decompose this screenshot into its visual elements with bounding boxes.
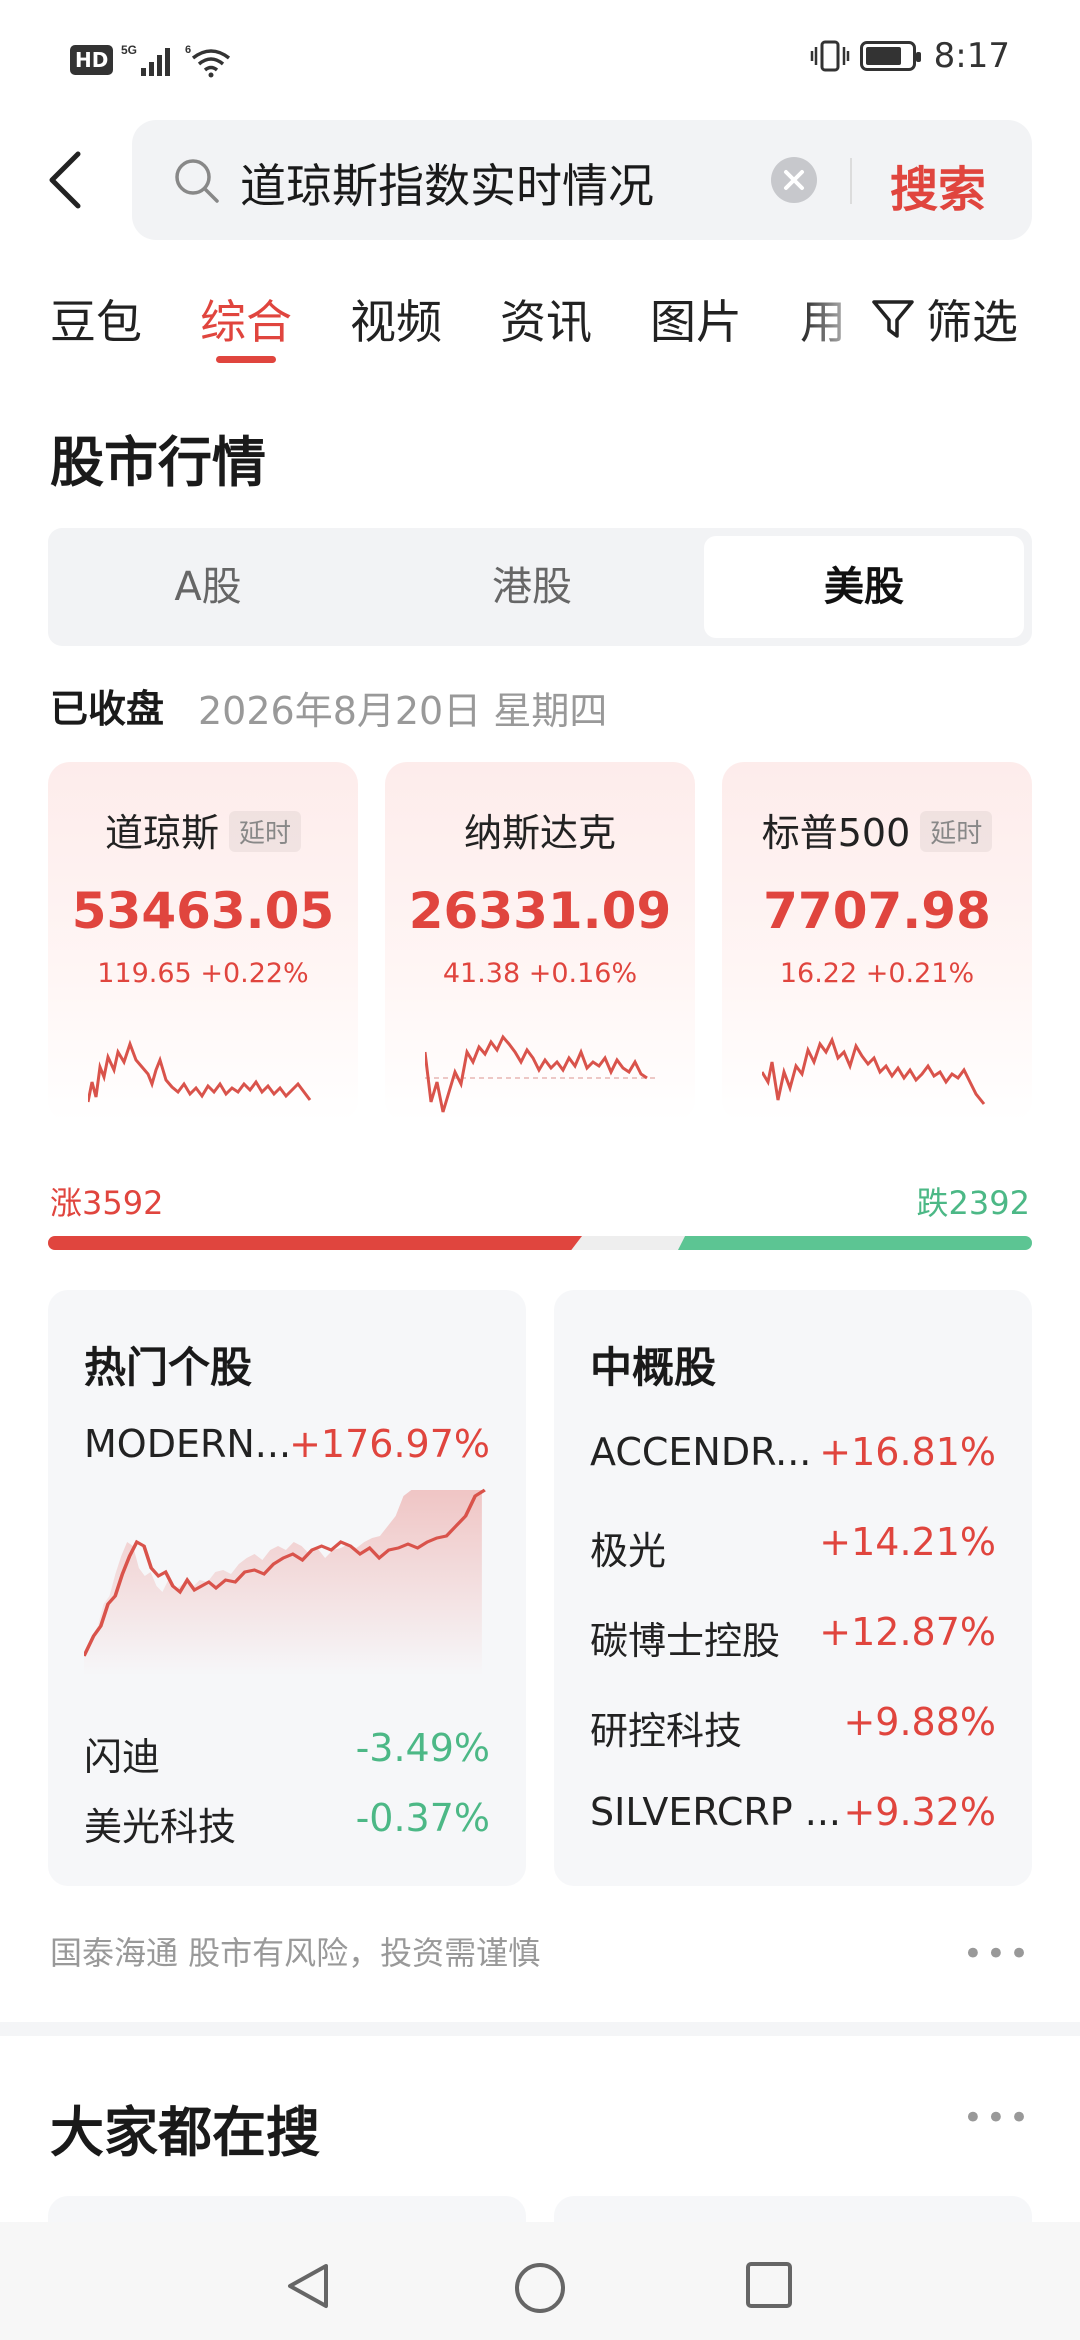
filter-button[interactable]: 筛选 (870, 286, 1018, 352)
stock-name: SILVERCRP ... (590, 1790, 842, 1834)
clear-icon[interactable] (770, 156, 818, 204)
stock-change: +9.88% (843, 1700, 996, 1744)
status-right: 8:17 (810, 36, 1010, 76)
stock-name: 碳博士控股 (590, 1619, 781, 1663)
stock-name: 研控科技 (590, 1709, 743, 1753)
status-left: HD 5G 6 (70, 42, 231, 78)
trending-searches-title: 大家都在搜 (50, 2101, 320, 2164)
chevron-left-icon (49, 151, 81, 209)
stock-change: +9.32% (843, 1790, 996, 1834)
index-change: 119.65 +0.22% (97, 958, 309, 989)
panel-title: 中概股 (590, 1343, 717, 1392)
svg-text:6: 6 (185, 44, 191, 56)
index-change: 41.38 +0.16% (442, 958, 638, 989)
tab-video[interactable]: 视频 (350, 295, 442, 349)
svg-text:5G: 5G (121, 43, 137, 57)
market-date: 2026年8月20日 星期四 (198, 689, 608, 733)
clock: 8:17 (933, 36, 1010, 76)
index-name-text: 标普500 (761, 811, 911, 855)
stock-change: -0.37% (355, 1796, 490, 1840)
market-tab-a-share[interactable]: A股 (174, 564, 242, 610)
china-concepts-panel[interactable]: 中概股 ACCENDR... +16.81% 极光 +14.21% 碳博士控股 … (554, 1290, 1032, 1886)
index-name-text: 道琼斯 (104, 811, 219, 855)
active-tab-indicator (216, 356, 276, 363)
index-value: 26331.09 (408, 882, 672, 940)
stock-change: +16.81% (819, 1430, 996, 1474)
stock-name: 美光科技 (84, 1805, 237, 1849)
index-name: 道琼斯 延时 (48, 802, 358, 857)
section-title: 股市行情 (50, 431, 266, 494)
tab-fade (800, 276, 870, 366)
back-button[interactable] (44, 150, 94, 210)
hot-stock-chart (84, 1488, 486, 1676)
index-card-dow[interactable]: 道琼斯 延时 53463.05 119.65 +0.22% (48, 762, 358, 1122)
section-separator (0, 2022, 1080, 2036)
tab-comprehensive[interactable]: 综合 (200, 295, 292, 349)
hot-stock-name: MODERN... (84, 1422, 292, 1466)
index-name: 纳斯达克 (385, 802, 695, 857)
filter-label: 筛选 (926, 295, 1018, 349)
battery-icon (859, 41, 921, 71)
index-sparkline (425, 1034, 655, 1113)
delay-tag: 延时 (920, 811, 993, 852)
vibrate-icon (810, 40, 849, 72)
nav-recents-icon[interactable] (744, 2260, 794, 2310)
index-card-sp500[interactable]: 标普500 延时 7707.98 16.22 +0.21% (722, 762, 1032, 1122)
risk-disclaimer: 国泰海通 股市有风险，投资需谨慎 (50, 1934, 541, 1972)
search-input[interactable]: 道琼斯指数实时情况 (240, 159, 654, 213)
index-value: 53463.05 (71, 882, 335, 940)
search-button[interactable]: 搜索 (890, 162, 987, 218)
filter-icon (872, 300, 914, 338)
breadth-bar-fall (678, 1236, 1032, 1250)
delay-tag: 延时 (229, 811, 302, 852)
system-nav-bar (0, 2222, 1080, 2340)
index-card-nasdaq[interactable]: 纳斯达克 26331.09 41.38 +0.16% (385, 762, 695, 1122)
index-sparkline (762, 1036, 986, 1105)
more-options-icon[interactable]: ••• (962, 1934, 1032, 1974)
fall-count: 跌2392 (916, 1184, 1030, 1222)
market-status: 已收盘 (50, 687, 165, 731)
market-tab-hk[interactable]: 港股 (492, 564, 572, 610)
stock-name: 极光 (590, 1529, 667, 1573)
tab-news[interactable]: 资讯 (500, 295, 592, 349)
market-segmented-control: A股 港股 美股 (48, 528, 1032, 646)
wifi-icon: 6 (185, 44, 231, 78)
panel-title: 热门个股 (84, 1343, 253, 1392)
rise-count: 涨3592 (50, 1184, 164, 1222)
nav-back-icon[interactable] (282, 2260, 334, 2312)
index-sparkline (88, 1039, 312, 1103)
index-name: 标普500 延时 (722, 802, 1032, 857)
breadth-bar-rise (48, 1236, 582, 1250)
stock-name: ACCENDR... (590, 1430, 812, 1474)
hd-badge: HD (70, 45, 114, 75)
stock-change: -3.49% (355, 1726, 490, 1770)
index-value: 7707.98 (763, 882, 991, 940)
hot-stocks-panel[interactable]: 热门个股 MODERN... +176.97% 闪迪 -3.49% 美光科技 -… (48, 1290, 526, 1886)
tab-images[interactable]: 图片 (650, 295, 742, 349)
more-options-icon[interactable]: ••• (962, 2098, 1032, 2138)
signal-icon: 5G (121, 43, 171, 76)
hot-stock-change: +176.97% (289, 1422, 490, 1466)
category-tabs: 豆包 综合 视频 资讯 图片 用 筛选 (0, 276, 1080, 376)
stock-change: +14.21% (819, 1520, 996, 1564)
stock-name: 闪迪 (84, 1735, 161, 1779)
tab-doubao[interactable]: 豆包 (50, 295, 142, 349)
stock-change: +12.87% (819, 1610, 996, 1654)
market-tab-us[interactable]: 美股 (704, 536, 1024, 638)
index-change: 16.22 +0.21% (779, 958, 975, 989)
nav-home-icon[interactable] (512, 2260, 568, 2316)
search-divider (850, 158, 852, 204)
status-bar: HD 5G 6 8:17 (0, 0, 1080, 120)
search-icon (175, 159, 219, 203)
index-name-text: 纳斯达克 (463, 811, 616, 855)
search-bar[interactable]: 道琼斯指数实时情况 搜索 (132, 120, 1032, 240)
